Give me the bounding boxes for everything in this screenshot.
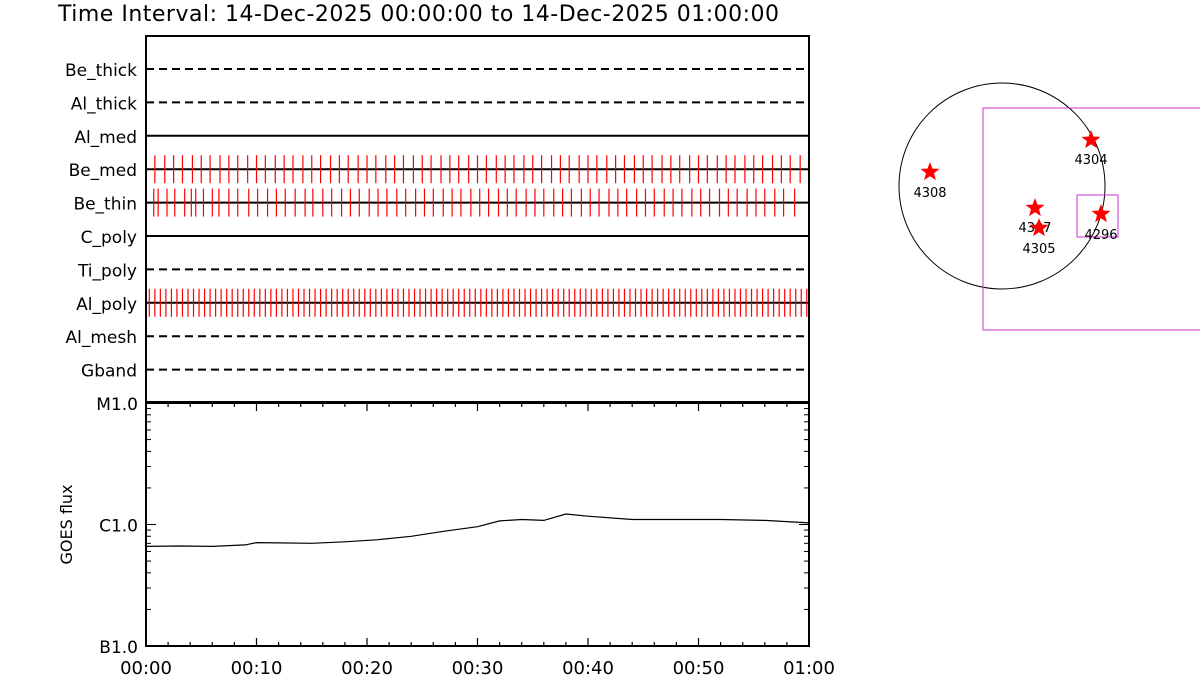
- x-tick-label: 00:40: [562, 658, 614, 679]
- x-tick-label: 00:30: [452, 658, 504, 679]
- x-tick-label: 00:00: [120, 658, 172, 679]
- channel-label-al_mesh: Al_mesh: [65, 328, 137, 348]
- channel-label-be_thin: Be_thin: [73, 195, 137, 215]
- x-tick-label: 01:00: [783, 658, 835, 679]
- channel-label-al_poly: Al_poly: [76, 295, 137, 315]
- goes-frame: [145, 402, 810, 647]
- time-interval-title: Time Interval: 14-Dec-2025 00:00:00 to 1…: [58, 2, 780, 27]
- region-star-marker-4307: [1025, 198, 1045, 217]
- region-star-marker-4308: [920, 162, 940, 181]
- channel-label-c_poly: C_poly: [81, 228, 137, 248]
- y-tick-label: B1.0: [99, 638, 138, 658]
- channel-label-be_med: Be_med: [69, 161, 137, 181]
- goes-flux-panel: 00:00 00:10 00:20 00:30 00:40 00:50 01:00 B1.0 C…: [57, 395, 835, 679]
- channel-label-ti_poly: Ti_poly: [77, 261, 137, 281]
- region-star-marker-4304: [1081, 130, 1101, 149]
- channel-label-gband: Gband: [81, 362, 137, 382]
- channel-label-al_med: Al_med: [74, 128, 137, 148]
- region-label-4305: 4305: [1022, 242, 1055, 257]
- region-star-marker-4305: [1029, 218, 1049, 237]
- region-label-4296: 4296: [1084, 228, 1117, 243]
- channel-label-be_thick: Be_thick: [65, 61, 137, 81]
- x-tick-label: 00:10: [231, 658, 283, 679]
- y-tick-label: M1.0: [96, 395, 138, 415]
- goes-flux-line: [145, 513, 810, 548]
- zoom-box: [1076, 194, 1119, 238]
- region-star-marker-4296: [1091, 204, 1111, 223]
- timeline-frame: [145, 35, 810, 403]
- channel-timeline-panel: Be_thick Al_thick Al_med Be_med Be_thin C_pol…: [65, 35, 810, 403]
- channel-label-al_thick: Al_thick: [71, 94, 137, 114]
- x-tick-label: 00:20: [341, 658, 393, 679]
- y-tick-label: C1.0: [99, 517, 138, 537]
- solar-disk-outline: [898, 82, 1106, 290]
- x-tick-label: 00:50: [673, 658, 725, 679]
- region-label-4308: 4308: [913, 186, 946, 201]
- field-of-view-box: [982, 107, 1200, 331]
- y-axis-label: GOES flux: [57, 484, 76, 564]
- solar-disk-map: 43044308430743054296: [898, 82, 1200, 331]
- region-label-4304: 4304: [1074, 153, 1107, 168]
